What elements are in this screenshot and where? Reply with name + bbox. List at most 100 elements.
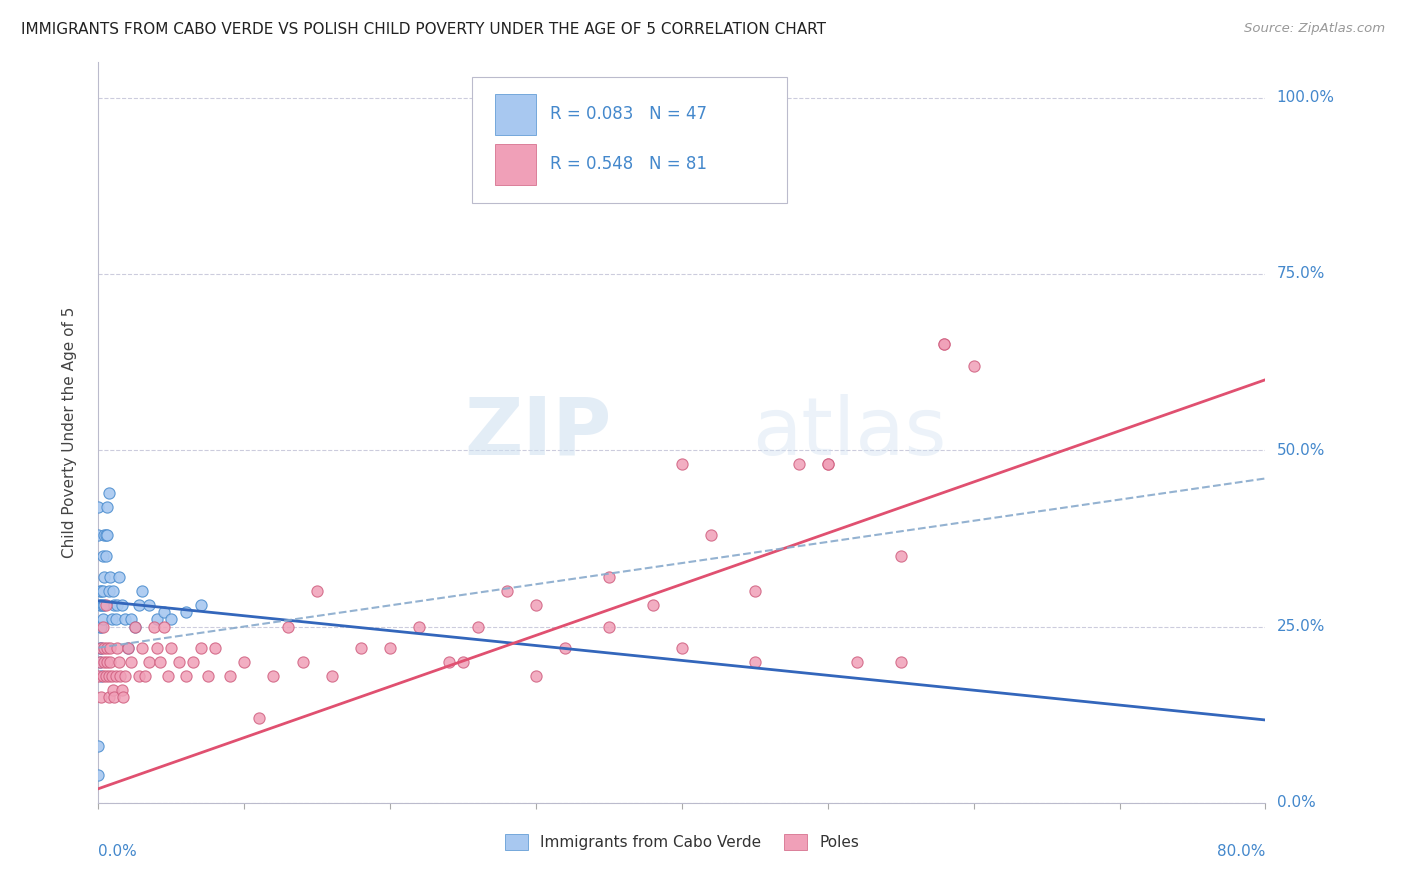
Point [98,640,121,655]
Point [104,612,127,626]
Point [197,669,219,683]
Point [524,669,547,683]
Point [190,599,212,613]
Point [89,619,111,633]
Point [247,711,270,725]
Point [233,655,256,669]
Point [120,655,142,669]
Text: IMMIGRANTS FROM CABO VERDE VS POLISH CHILD POVERTY UNDER THE AGE OF 5 CORRELATIO: IMMIGRANTS FROM CABO VERDE VS POLISH CHI… [21,22,827,37]
Point [114,669,136,683]
Point [114,612,136,626]
Point [91,599,114,613]
Point [467,619,489,633]
Point [124,619,146,633]
Point [110,669,132,683]
Point [598,570,620,584]
Point [87,767,110,781]
Point [890,549,912,563]
Legend: Immigrants from Cabo Verde, Poles: Immigrants from Cabo Verde, Poles [498,827,866,858]
Point [817,458,839,472]
Text: 80.0%: 80.0% [1218,844,1265,858]
Point [89,599,111,613]
Point [98,570,121,584]
Point [157,669,180,683]
Point [204,640,226,655]
Point [131,640,153,655]
Point [291,655,314,669]
Text: 25.0%: 25.0% [1277,619,1324,634]
Point [190,640,212,655]
Point [181,655,204,669]
Point [890,655,912,669]
Text: R = 0.083   N = 47: R = 0.083 N = 47 [550,105,707,123]
Point [160,640,183,655]
Point [934,337,956,351]
Point [101,683,124,698]
Point [174,606,197,620]
Point [167,655,190,669]
Point [160,612,183,626]
Point [89,655,111,669]
Point [744,584,766,599]
Point [100,612,122,626]
Point [91,669,114,683]
Point [350,640,373,655]
Point [138,655,160,669]
Text: 50.0%: 50.0% [1277,442,1324,458]
Point [93,570,115,584]
Point [117,640,139,655]
FancyBboxPatch shape [495,94,536,135]
Point [380,640,402,655]
Point [120,612,142,626]
Text: 0.0%: 0.0% [98,844,138,858]
Point [97,690,120,704]
Point [131,584,153,599]
Point [787,458,810,472]
Point [90,640,112,655]
Point [153,606,176,620]
Point [94,549,117,563]
Point [87,528,110,542]
Text: Source: ZipAtlas.com: Source: ZipAtlas.com [1244,22,1385,36]
Point [87,739,110,754]
Point [91,549,114,563]
Point [744,655,766,669]
Point [142,619,165,633]
Point [524,599,547,613]
Point [93,655,115,669]
Point [111,683,134,698]
Text: 75.0%: 75.0% [1277,267,1324,282]
Point [437,655,460,669]
Point [408,619,430,633]
Point [91,612,114,626]
Point [112,690,135,704]
Point [451,655,474,669]
Point [262,669,284,683]
Point [108,570,131,584]
Text: R = 0.548   N = 81: R = 0.548 N = 81 [550,155,707,173]
Point [105,640,128,655]
Point [89,640,111,655]
Point [97,485,120,500]
Point [128,669,150,683]
Point [149,655,172,669]
Point [103,690,125,704]
Point [90,599,112,613]
Point [87,669,110,683]
Point [94,528,117,542]
Point [93,528,115,542]
Text: atlas: atlas [752,393,946,472]
FancyBboxPatch shape [472,78,787,203]
Point [91,619,114,633]
Point [101,584,124,599]
Point [89,655,111,669]
Point [96,528,118,542]
Point [146,612,169,626]
Point [93,640,115,655]
Point [817,458,839,472]
Point [90,669,112,683]
Point [134,669,156,683]
Point [90,690,112,704]
Point [90,584,112,599]
Point [934,337,956,351]
